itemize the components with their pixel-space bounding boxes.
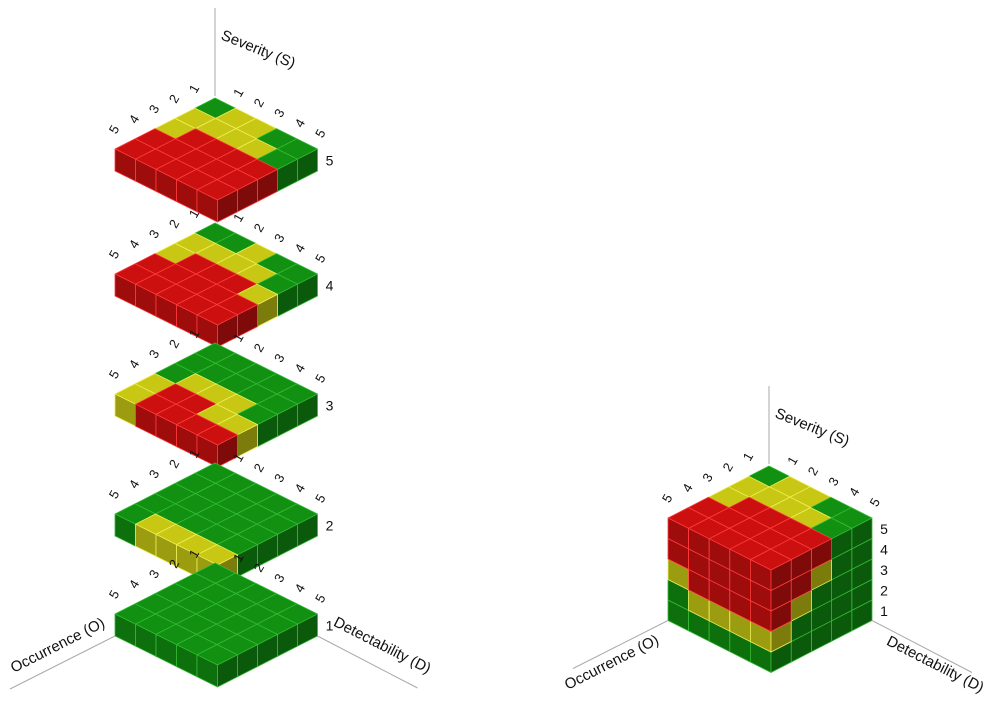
- cube-severity-level-label: 4: [880, 541, 888, 557]
- detectability-tick-label: 1: [230, 211, 247, 225]
- layer-4-cell-o5-d5: [196, 304, 238, 348]
- severity-axis-title: Severity (S): [219, 27, 298, 72]
- cube-detectability-axis-title: Detectability (D): [884, 633, 987, 697]
- detectability-tick-label: 5: [312, 371, 329, 385]
- cube-occurrence-tick-label: 1: [740, 450, 757, 464]
- detectability-tick-label: 3: [271, 351, 288, 365]
- occurrence-tick-label: 3: [146, 567, 163, 581]
- detectability-tick-label: 4: [292, 361, 309, 375]
- cube-detectability-tick-label: 1: [784, 454, 801, 468]
- severity-level-label: 5: [326, 153, 334, 169]
- detectability-tick-label: 3: [271, 106, 288, 120]
- occurrence-tick-label: 3: [146, 102, 163, 116]
- occurrence-tick-label: 2: [166, 337, 183, 351]
- detectability-tick-label: 3: [271, 571, 288, 585]
- detectability-tick-label: 5: [312, 251, 329, 265]
- occurrence-tick-label: 2: [166, 92, 183, 106]
- occurrence-tick-label: 3: [146, 467, 163, 481]
- detectability-tick-label: 3: [271, 231, 288, 245]
- occurrence-tick-label: 3: [146, 347, 163, 361]
- occurrence-tick-label: 5: [106, 587, 123, 601]
- detectability-tick-label: 4: [292, 581, 309, 595]
- occurrence-tick-label: 4: [126, 477, 143, 491]
- severity-level-label: 2: [326, 518, 334, 534]
- cube-occurrence-axis-title: Occurrence (O): [562, 631, 662, 693]
- cube-detectability-tick-label: 5: [866, 495, 883, 509]
- cube-severity-level-label: 3: [880, 562, 888, 578]
- cube-occurrence-tick-label: 5: [659, 491, 676, 505]
- occurrence-axis-line: [9, 635, 116, 690]
- occurrence-tick-label: 4: [126, 112, 143, 126]
- cube-occurrence-tick-label: 2: [719, 460, 736, 474]
- occurrence-tick-label: 5: [106, 367, 123, 381]
- severity-level-label: 3: [326, 398, 334, 414]
- occurrence-tick-label: 4: [126, 577, 143, 591]
- occurrence-tick-label: 5: [106, 247, 123, 261]
- detectability-axis-line: [317, 635, 418, 689]
- severity-level-label: 4: [326, 278, 334, 294]
- detectability-tick-label: 2: [251, 461, 268, 475]
- occurrence-tick-label: 5: [106, 122, 123, 136]
- occurrence-tick-label: 4: [126, 357, 143, 371]
- cube-detectability-axis-line: [871, 620, 973, 673]
- detectability-tick-label: 3: [271, 471, 288, 485]
- occurrence-tick-label: 5: [106, 487, 123, 501]
- occurrence-tick-label: 3: [146, 227, 163, 241]
- cell-right-face: [217, 654, 238, 688]
- severity-axis-title: Severity (S): [773, 405, 852, 450]
- detectability-tick-label: 2: [251, 96, 268, 110]
- detectability-tick-label: 5: [312, 491, 329, 505]
- detectability-tick-label: 5: [312, 591, 329, 605]
- cube-occurrence-tick-label: 3: [699, 471, 716, 485]
- cell-right-face: [770, 559, 792, 591]
- cube-severity-level-label: 2: [880, 582, 888, 598]
- cube-occurrence-tick-label: 4: [679, 481, 696, 495]
- detectability-tick-label: 2: [251, 221, 268, 235]
- detectability-tick-label: 5: [312, 126, 329, 140]
- cube-detectability-tick-label: 4: [846, 485, 863, 499]
- cell-right-face: [217, 189, 238, 223]
- layer-1-cell-o5-d5: [196, 644, 238, 688]
- occurrence-tick-label: 4: [126, 237, 143, 251]
- occurrence-tick-label: 1: [186, 82, 203, 96]
- detectability-tick-label: 4: [292, 481, 309, 495]
- layer-5-cell-o5-d5: [196, 179, 238, 223]
- cube-severity-level-label: 1: [880, 603, 888, 619]
- detectability-tick-label: 4: [292, 116, 309, 130]
- occurrence-tick-label: 2: [166, 457, 183, 471]
- cube-layer-5: [667, 465, 873, 591]
- detectability-tick-label: 2: [251, 341, 268, 355]
- cube-occurrence-axis-line: [572, 620, 669, 669]
- cube-layer-5-cell-o5-d5: [750, 548, 792, 591]
- detectability-tick-label: 4: [292, 241, 309, 255]
- exploded-layer-diagram: Severity (S)5123451234541234512345312345…: [8, 8, 434, 690]
- occurrence-tick-label: 2: [166, 217, 183, 231]
- occurrence-axis-title: Occurrence (O): [8, 614, 108, 676]
- detectability-tick-label: 1: [230, 86, 247, 100]
- cube-detectability-tick-label: 2: [805, 464, 822, 478]
- layer-3-cell-o5-d5: [196, 424, 238, 468]
- cube-severity-level-label: 5: [880, 521, 888, 537]
- severity-level-label: 1: [326, 618, 334, 634]
- detectability-axis-title: Detectability (D): [331, 614, 434, 678]
- cube-detectability-tick-label: 3: [825, 475, 842, 489]
